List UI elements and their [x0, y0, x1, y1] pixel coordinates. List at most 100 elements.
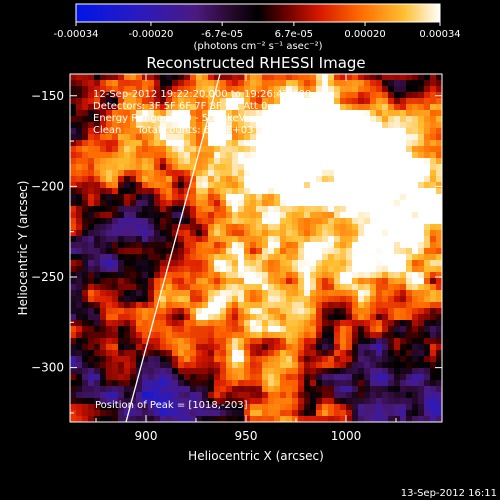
heatmap-cell: [148, 236, 155, 243]
heatmap-cell: [370, 356, 377, 363]
heatmap-cell: [190, 86, 197, 93]
heatmap-cell: [328, 212, 335, 219]
heatmap-cell: [160, 230, 167, 237]
heatmap-cell: [424, 116, 431, 123]
heatmap-cell: [430, 254, 437, 261]
heatmap-cell: [328, 80, 335, 87]
heatmap-cell: [88, 98, 95, 105]
heatmap-cell: [82, 92, 89, 99]
heatmap-cell: [184, 272, 191, 279]
heatmap-cell: [160, 314, 167, 321]
heatmap-cell: [376, 386, 383, 393]
heatmap-cell: [394, 110, 401, 117]
heatmap-cell: [244, 368, 251, 375]
heatmap-cell: [406, 332, 413, 339]
heatmap-cell: [106, 356, 113, 363]
heatmap-cell: [208, 254, 215, 261]
heatmap-cell: [436, 236, 442, 243]
heatmap-cell: [172, 362, 179, 369]
heatmap-cell: [232, 254, 239, 261]
heatmap-cell: [130, 188, 137, 195]
heatmap-cell: [328, 296, 335, 303]
heatmap-cell: [292, 374, 299, 381]
heatmap-cell: [304, 380, 311, 387]
heatmap-cell: [436, 392, 442, 399]
heatmap-cell: [364, 344, 371, 351]
heatmap-cell: [136, 128, 143, 135]
heatmap-cell: [358, 224, 365, 231]
heatmap-cell: [178, 398, 185, 405]
heatmap-cell: [190, 344, 197, 351]
heatmap-cell: [424, 146, 431, 153]
heatmap-cell: [430, 80, 437, 87]
heatmap-cell: [202, 374, 209, 381]
heatmap-cell: [394, 188, 401, 195]
heatmap-cell: [124, 122, 131, 129]
heatmap-cell: [340, 296, 347, 303]
heatmap-cell: [286, 110, 293, 117]
heatmap-cell: [412, 392, 419, 399]
heatmap-cell: [346, 152, 353, 159]
heatmap-cell: [88, 314, 95, 321]
heatmap-cell: [244, 326, 251, 333]
heatmap-cell: [310, 152, 317, 159]
heatmap-cell: [436, 344, 442, 351]
heatmap-cell: [286, 398, 293, 405]
heatmap-cell: [388, 86, 395, 93]
heatmap-cell: [124, 200, 131, 207]
heatmap-cell: [184, 386, 191, 393]
heatmap-cell: [400, 194, 407, 201]
heatmap-cell: [352, 134, 359, 141]
heatmap-cell: [346, 350, 353, 357]
heatmap-cell: [154, 200, 161, 207]
heatmap-cell: [262, 182, 269, 189]
heatmap-cell: [76, 104, 83, 111]
heatmap-cell: [244, 98, 251, 105]
heatmap-cell: [100, 386, 107, 393]
heatmap-cell: [394, 140, 401, 147]
heatmap-cell: [130, 218, 137, 225]
heatmap-cell: [76, 392, 83, 399]
heatmap-cell: [280, 116, 287, 123]
heatmap-cell: [214, 218, 221, 225]
heatmap-cell: [226, 74, 233, 81]
heatmap-cell: [310, 158, 317, 165]
heatmap-cell: [304, 290, 311, 297]
heatmap-cell: [160, 122, 167, 129]
heatmap-cell: [178, 260, 185, 267]
heatmap-cell: [178, 332, 185, 339]
heatmap-cell: [76, 206, 83, 213]
heatmap-cell: [304, 326, 311, 333]
heatmap-cell: [262, 188, 269, 195]
heatmap-cell: [352, 326, 359, 333]
heatmap-cell: [340, 152, 347, 159]
heatmap-cell: [136, 92, 143, 99]
heatmap-cell: [154, 134, 161, 141]
heatmap-cell: [112, 164, 119, 171]
heatmap-cell: [178, 92, 185, 99]
heatmap-cell: [190, 200, 197, 207]
heatmap-cell: [382, 392, 389, 399]
heatmap-cell: [88, 242, 95, 249]
heatmap-cell: [250, 80, 257, 87]
heatmap-cell: [184, 110, 191, 117]
heatmap-cell: [88, 86, 95, 93]
heatmap-cell: [280, 350, 287, 357]
heatmap-cell: [364, 182, 371, 189]
heatmap-cell: [208, 416, 215, 422]
heatmap-cell: [304, 146, 311, 153]
heatmap-cell: [136, 182, 143, 189]
heatmap-cell: [280, 92, 287, 99]
heatmap-cell: [436, 206, 442, 213]
heatmap-cell: [334, 116, 341, 123]
heatmap-cell: [310, 248, 317, 255]
heatmap-cell: [124, 110, 131, 117]
heatmap-cell: [178, 98, 185, 105]
heatmap-cell: [262, 404, 269, 411]
heatmap-cell: [160, 344, 167, 351]
heatmap-cell: [406, 290, 413, 297]
heatmap-cell: [76, 86, 83, 93]
heatmap-cell: [250, 242, 257, 249]
heatmap-cell: [298, 350, 305, 357]
heatmap-cell: [76, 182, 83, 189]
